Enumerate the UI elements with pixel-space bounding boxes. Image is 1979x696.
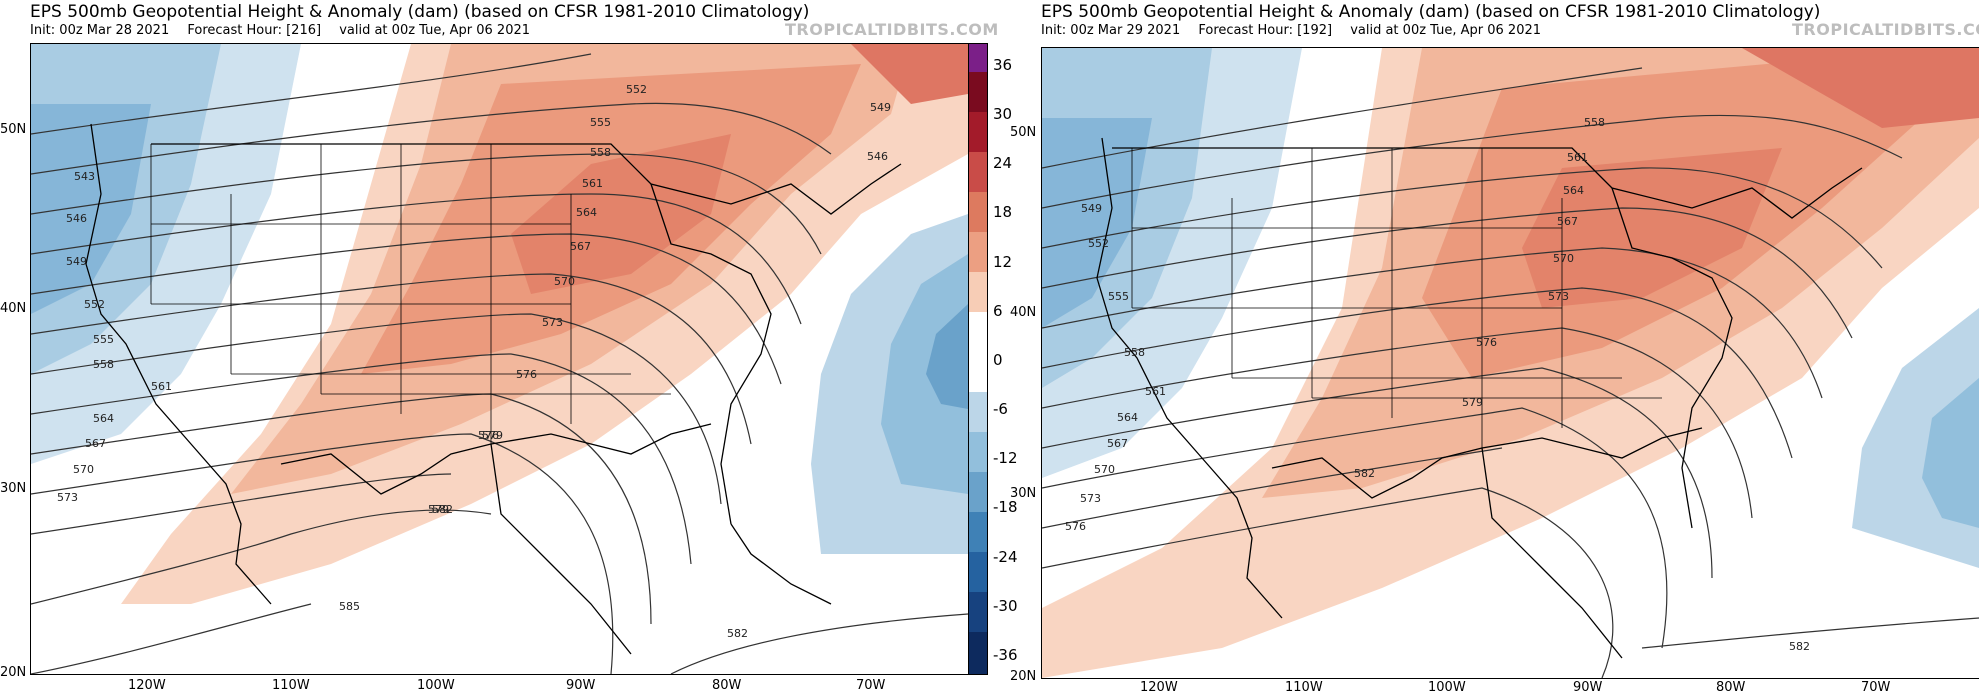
panel-subtitle: Init: 00z Mar 29 2021 Forecast Hour: [19… bbox=[1041, 23, 1555, 38]
lat-label: 30N bbox=[0, 481, 27, 496]
height-contours bbox=[1042, 67, 1979, 678]
valid-time: valid at 00z Tue, Apr 06 2021 bbox=[1350, 23, 1542, 38]
colorbar-label: 18 bbox=[993, 203, 1013, 221]
coastlines bbox=[1096, 137, 1863, 659]
colorbar-label: 12 bbox=[993, 253, 1013, 271]
lat-label: 40N bbox=[1010, 305, 1037, 320]
lon-label: 80W bbox=[1716, 680, 1746, 695]
lon-label: 80W bbox=[712, 678, 742, 693]
lat-label: 20N bbox=[0, 665, 27, 680]
colorbar-label: 36 bbox=[993, 56, 1013, 74]
anomaly-map bbox=[1042, 48, 1979, 678]
state-borders bbox=[150, 144, 671, 444]
panel-subtitle: Init: 00z Mar 28 2021 Forecast Hour: [21… bbox=[30, 23, 544, 38]
lon-label: 90W bbox=[566, 678, 596, 693]
colorbar-label: -30 bbox=[993, 597, 1018, 615]
lat-label: 50N bbox=[1010, 125, 1037, 140]
lon-label: 90W bbox=[1573, 680, 1603, 695]
left-map-panel: EPS 500mb Geopotential Height & Anomaly … bbox=[0, 2, 1018, 693]
lon-label: 110W bbox=[272, 678, 310, 693]
lon-label: 100W bbox=[1428, 680, 1466, 695]
lat-label: 30N bbox=[1010, 486, 1037, 501]
colorbar-label: -36 bbox=[993, 646, 1018, 664]
colorbar-label: -12 bbox=[993, 449, 1018, 467]
valid-time: valid at 00z Tue, Apr 06 2021 bbox=[339, 23, 531, 38]
state-borders bbox=[1131, 148, 1662, 448]
lon-label: 120W bbox=[128, 678, 166, 693]
colorbar-label: -24 bbox=[993, 548, 1018, 566]
anomaly-colorbar bbox=[968, 43, 988, 675]
lon-label: 110W bbox=[1285, 680, 1323, 695]
colorbar-label: 0 bbox=[993, 351, 1003, 369]
watermark: TROPICALTIDBITS.COM bbox=[1792, 20, 1979, 39]
map-area[interactable] bbox=[1041, 47, 1979, 679]
lon-label: 100W bbox=[417, 678, 455, 693]
lon-label: 70W bbox=[856, 678, 886, 693]
colorbar-label: -18 bbox=[993, 498, 1018, 516]
lat-label: 40N bbox=[0, 301, 27, 316]
panel-title: EPS 500mb Geopotential Height & Anomaly … bbox=[1041, 2, 1821, 22]
panel-title: EPS 500mb Geopotential Height & Anomaly … bbox=[30, 2, 810, 22]
colorbar-label: -6 bbox=[993, 400, 1008, 418]
colorbar-label: 6 bbox=[993, 302, 1003, 320]
colorbar-label: 24 bbox=[993, 154, 1013, 172]
forecast-hour: Forecast Hour: [216] bbox=[187, 23, 322, 38]
right-map-panel: EPS 500mb Geopotential Height & Anomaly … bbox=[1010, 0, 1979, 696]
map-area[interactable] bbox=[30, 43, 969, 675]
lat-label: 50N bbox=[0, 122, 27, 137]
init-time: Init: 00z Mar 28 2021 bbox=[30, 23, 170, 38]
lat-label: 20N bbox=[1010, 669, 1037, 684]
forecast-hour: Forecast Hour: [192] bbox=[1198, 23, 1333, 38]
watermark: TROPICALTIDBITS.COM bbox=[785, 20, 999, 39]
anomaly-map bbox=[31, 44, 968, 674]
lon-label: 70W bbox=[1861, 680, 1891, 695]
init-time: Init: 00z Mar 29 2021 bbox=[1041, 23, 1181, 38]
colorbar-label: 30 bbox=[993, 105, 1013, 123]
lon-label: 120W bbox=[1140, 680, 1178, 695]
